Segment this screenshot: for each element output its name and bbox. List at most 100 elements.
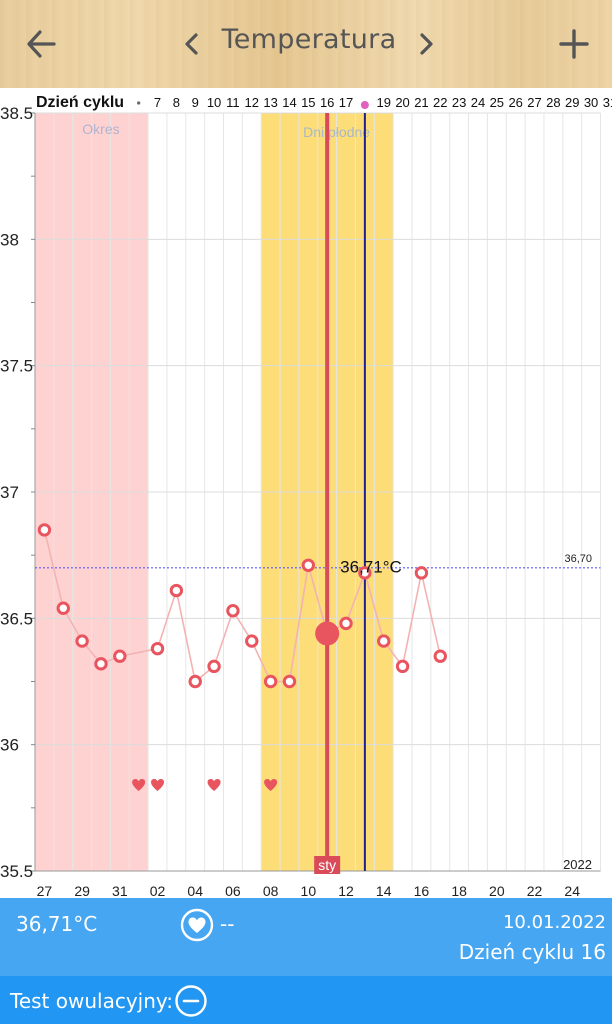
cycle-day-label: 29: [565, 95, 579, 110]
date-label: 18: [451, 883, 467, 898]
chevron-left-icon: [185, 33, 198, 55]
date-label: 16: [414, 883, 430, 898]
cycle-day-label: 24: [471, 95, 485, 110]
cycle-day-label: 15: [301, 95, 315, 110]
chevron-right-icon: [420, 33, 433, 55]
date-label: 06: [225, 883, 241, 898]
plus-icon: [559, 29, 589, 59]
temperature-point: [169, 583, 184, 598]
temperature-point: [339, 616, 353, 631]
temperature-chart[interactable]: 38.5 38 37.5 37 36.5 36 35.5 Okres Dni płodne Dzi…: [0, 88, 612, 898]
temperature-value: 36,71°C: [16, 912, 98, 936]
temperature-point: [94, 657, 108, 671]
temperature-point: [377, 634, 391, 648]
cycle-day-label: 28: [546, 95, 560, 110]
cycle-day-label: 7: [154, 95, 161, 110]
cycle-day-label: 11: [226, 95, 240, 110]
date-label: 24: [564, 883, 580, 898]
cycle-day-axis-title: Dzień cyklu: [36, 94, 124, 111]
period-label: Okres: [82, 121, 119, 137]
intercourse-value: --: [220, 912, 235, 936]
ovulation-day-marker: [360, 101, 369, 109]
minus-circle-icon: [175, 985, 207, 1017]
date-label: 08: [263, 883, 279, 898]
date-label: 20: [489, 883, 505, 898]
temperature-point: [414, 566, 429, 580]
temperature-point: [226, 604, 240, 618]
cycle-day-label: 31: [603, 95, 612, 110]
month-marker-badge: [314, 856, 341, 874]
date-label: 02: [150, 883, 166, 898]
ovulation-test-bar[interactable]: Test owulacyjny:: [0, 976, 612, 1024]
previous-chart-button[interactable]: [178, 28, 206, 60]
cycle-day-label: 19: [376, 95, 390, 110]
heart-icon: [132, 779, 146, 791]
heart-circle-icon: [180, 908, 214, 942]
arrow-left-icon: [27, 30, 56, 58]
app-header: Temperatura: [0, 0, 612, 88]
cycle-day-label: 30: [584, 95, 598, 110]
heart-button[interactable]: [180, 908, 214, 942]
date-label: 14: [376, 883, 392, 898]
cycle-day-label: 9: [192, 95, 199, 110]
summary-panel: 36,71°C -- 10.01.2022 Dzień cyklu 16: [0, 898, 612, 976]
cycle-day-label: 12: [245, 95, 259, 110]
cycle-day-label: 13: [263, 95, 277, 110]
y-tick-label: 38.5: [0, 104, 33, 123]
selected-temperature-point: [315, 621, 340, 646]
date-label: 31: [112, 883, 128, 898]
cycle-day-label: 25: [490, 95, 504, 110]
date-value: 10.01.2022: [502, 912, 606, 933]
cycle-day-label: 14: [282, 95, 296, 110]
temperature-point: [150, 641, 165, 656]
date-label: 10: [301, 883, 317, 898]
cycle-day-label: 17: [339, 95, 353, 110]
heart-icon: [207, 779, 221, 791]
cycle-day-label: 21: [414, 95, 428, 110]
cycle-day-label: 23: [452, 95, 466, 110]
add-button[interactable]: [552, 22, 596, 66]
cycle-day-value: Dzień cyklu 16: [458, 940, 606, 964]
cycle-day-dot: [137, 101, 141, 105]
y-tick-label: 37: [0, 483, 19, 502]
month-marker-label: sty: [318, 857, 336, 873]
cycle-day-label: 16: [320, 95, 334, 110]
temperature-point: [188, 674, 202, 689]
date-label: 22: [527, 883, 543, 898]
temperature-point: [113, 649, 127, 663]
cycle-day-label: 27: [527, 95, 541, 110]
heart-icon: [264, 779, 278, 791]
selected-temperature-label: 36,71°C: [340, 557, 402, 576]
next-chart-button[interactable]: [412, 28, 440, 60]
cycle-day-label: 8: [173, 95, 180, 110]
date-label: 27: [37, 883, 53, 898]
heart-icon: [151, 779, 165, 791]
ovulation-test-label: Test owulacyjny:: [10, 989, 174, 1013]
date-label: 29: [74, 883, 90, 898]
page-title: Temperatura: [221, 24, 397, 55]
back-button[interactable]: [22, 24, 66, 64]
y-tick-label: 35.5: [0, 862, 33, 881]
temperature-point: [37, 523, 52, 537]
cycle-day-label: 22: [433, 95, 447, 110]
y-tick-label: 37.5: [0, 357, 33, 376]
temperature-point: [433, 649, 447, 663]
date-label: 04: [187, 883, 203, 898]
y-tick-label: 36.5: [0, 609, 33, 628]
y-tick-label: 36: [0, 736, 19, 755]
coverline-label: 36,70: [564, 553, 592, 565]
cycle-day-label: 26: [508, 95, 522, 110]
cycle-day-label: 20: [395, 95, 409, 110]
temperature-point: [358, 566, 372, 580]
temperature-point: [282, 674, 297, 689]
fertile-label: Dni płodne: [303, 124, 370, 140]
temperature-point: [207, 659, 221, 674]
year-label: 2022: [563, 857, 592, 872]
cycle-day-label: 10: [207, 95, 221, 110]
ovulation-test-button[interactable]: [174, 984, 208, 1018]
y-tick-label: 38: [0, 230, 19, 249]
temperature-point: [301, 558, 316, 572]
temperature-point: [75, 634, 89, 648]
date-label: 12: [338, 883, 354, 898]
temperature-point: [263, 674, 278, 689]
